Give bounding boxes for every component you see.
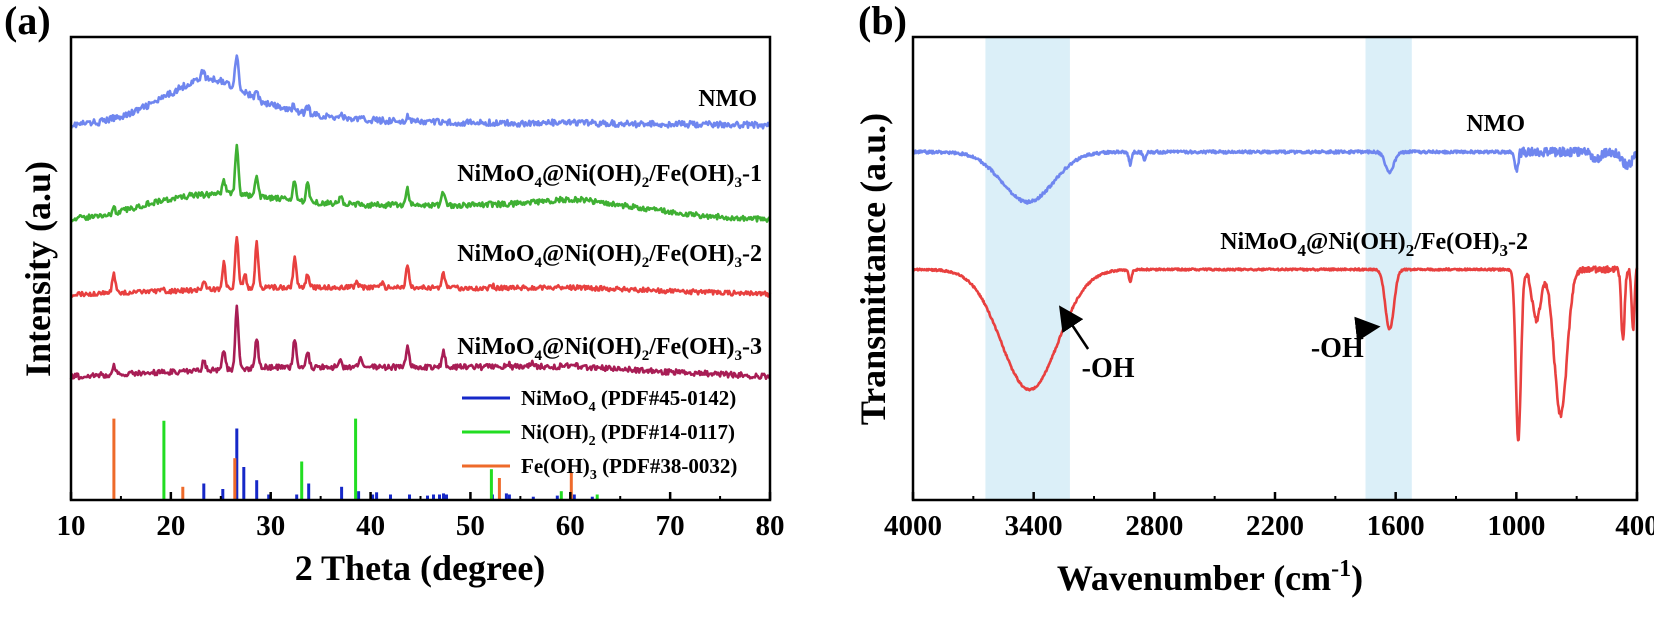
ftir-series-line-1 — [912, 146, 1639, 205]
series-label-sample-3: NiMoO4@Ni(OH)2/Fe(OH)3-3 — [457, 334, 762, 364]
panel-a-x-tick-label: 70 — [656, 510, 685, 542]
panel-a-x-axis-title: 2 Theta (degree) — [295, 548, 546, 588]
xrd-series-line-4 — [69, 304, 771, 381]
annotation-arrow-2 — [1354, 316, 1381, 342]
panel-a-x-tick-label: 80 — [756, 510, 785, 542]
xrd-series-line-1 — [69, 54, 772, 130]
panel-b-label: (b) — [858, 0, 907, 43]
series-label-sample-1: NiMoO4@Ni(OH)2/Fe(OH)3-1 — [457, 161, 762, 191]
panel-b-y-axis-title: Transmittance (a.u.) — [853, 113, 893, 425]
panel-a-x-axis: 10 20 30 40 50 60 70 80 — [57, 492, 785, 542]
reference-pattern-group — [112, 418, 599, 500]
panel-b-x-tick-label: 1600 — [1367, 510, 1425, 542]
panel-b-x-tick-label: 4000 — [884, 510, 942, 542]
annotation-label-1: -OH — [1082, 353, 1135, 384]
panel-a-xrd-chart: 10 20 30 40 50 60 70 80 NMO NiMoO4@Ni(OH)2/Fe(O… — [18, 35, 785, 588]
annotation-arrow-1 — [1059, 305, 1090, 350]
legend-label-feoh3: Fe(OH)3 (PDF#38-0032) — [521, 454, 737, 483]
series-label-nmo: NMO — [698, 86, 757, 112]
legend-label-nimoo4: NiMoO4 (PDF#45-0142) — [521, 386, 736, 415]
ftir-series-label-nmo: NMO — [1466, 111, 1525, 137]
panel-b-x-tick-label: 2800 — [1125, 510, 1183, 542]
ftir-series-group — [912, 146, 1639, 442]
panel-a-legend: NiMoO4 (PDF#45-0142) Ni(OH)2 (PDF#14-011… — [462, 386, 737, 483]
ftir-series-label-sample-2: NiMoO4@Ni(OH)2/Fe(OH)3-2 — [1220, 229, 1528, 260]
panel-b-ftir-chart: 4000 3400 2800 2200 1600 1000 400 NMO NiMoO4@N… — [853, 35, 1654, 598]
ftir-series-line-2 — [912, 265, 1639, 442]
panel-b-x-tick-label: 3400 — [1005, 510, 1063, 542]
panel-a-x-tick-label: 60 — [556, 510, 585, 542]
panel-a-series-labels: NMO NiMoO4@Ni(OH)2/Fe(OH)3-1 NiMoO4@Ni(O… — [457, 86, 762, 364]
panel-a-x-tick-label: 40 — [356, 510, 385, 542]
panel-a-x-tick-label: 30 — [256, 510, 285, 542]
panel-b-x-tick-label: 1000 — [1487, 510, 1545, 542]
panel-b-x-tick-label: 400 — [1615, 510, 1654, 542]
legend-label-nioh2: Ni(OH)2 (PDF#14-0117) — [521, 420, 735, 449]
series-label-sample-2: NiMoO4@Ni(OH)2/Fe(OH)3-2 — [457, 241, 762, 271]
panel-a-x-tick-label: 50 — [456, 510, 485, 542]
panel-a-label: (a) — [4, 0, 51, 43]
panel-b-series-labels: NMO NiMoO4@Ni(OH)2/Fe(OH)3-2 — [1220, 111, 1528, 260]
panel-b-x-axis: 4000 3400 2800 2200 1600 1000 400 — [884, 492, 1654, 542]
xrd-series-line-2 — [70, 143, 772, 223]
panel-a-x-tick-label: 10 — [57, 510, 86, 542]
panel-b-x-axis-title: Wavenumber (cm-1) — [1057, 556, 1363, 598]
panel-a-x-tick-label: 20 — [156, 510, 185, 542]
panel-b-x-tick-label: 2200 — [1246, 510, 1304, 542]
panel-a-y-axis-title: Intensity (a.u) — [18, 161, 58, 377]
xrd-series-line-3 — [70, 235, 772, 298]
highlight-band-1 — [985, 37, 1070, 500]
xrd-series-group — [69, 54, 772, 381]
annotation-label-2: -OH — [1311, 333, 1364, 364]
annotation-group: -OH -OH — [1059, 305, 1381, 384]
